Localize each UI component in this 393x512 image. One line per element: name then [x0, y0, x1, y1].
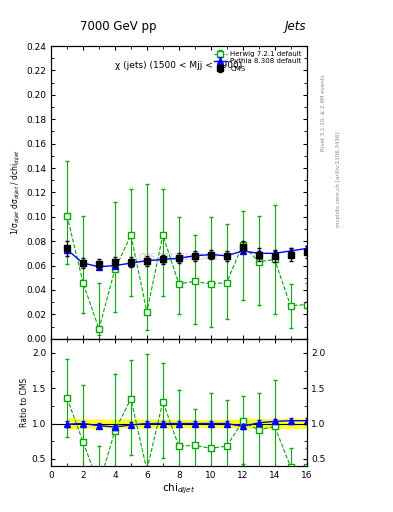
Y-axis label: 1/σ$_{dijet}$ dσ$_{dijet}$ / dchi$_{dijet}$: 1/σ$_{dijet}$ dσ$_{dijet}$ / dchi$_{dije… [10, 150, 23, 236]
Y-axis label: Ratio to CMS: Ratio to CMS [20, 378, 29, 427]
Legend: Herwig 7.2.1 default, Pythia 8.308 default, CMS: Herwig 7.2.1 default, Pythia 8.308 defau… [212, 50, 303, 73]
Text: Rivet 3.1.10, ≥ 2.9M events: Rivet 3.1.10, ≥ 2.9M events [320, 74, 325, 151]
Text: Jets: Jets [285, 20, 307, 33]
X-axis label: chi$_{dijet}$: chi$_{dijet}$ [162, 481, 196, 496]
Text: mcplots.cern.ch [arXiv:1306.3436]: mcplots.cern.ch [arXiv:1306.3436] [336, 132, 341, 227]
Text: CMS_2012_I1090423: CMS_2012_I1090423 [139, 252, 219, 261]
Text: χ (jets) (1500 < Mjj < 1900): χ (jets) (1500 < Mjj < 1900) [115, 61, 242, 70]
Text: 7000 GeV pp: 7000 GeV pp [80, 20, 156, 33]
